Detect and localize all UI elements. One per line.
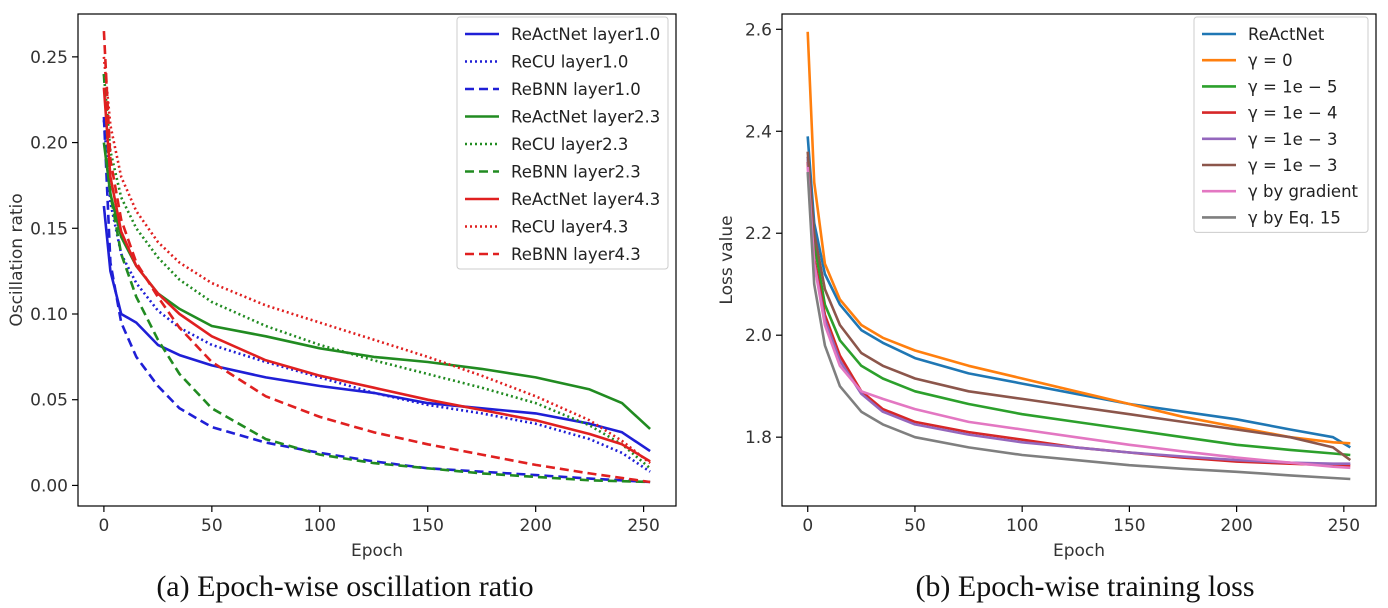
y-tick-label: 2.2 [745,224,772,244]
legend-box [456,16,669,270]
x-axis-label: Epoch [1053,541,1105,561]
plot-area [806,31,1352,481]
series-line-2 [806,156,1351,457]
legend-label: ReCU layer2.3 [511,135,628,154]
legend-label: ReBNN layer2.3 [511,163,641,182]
series-line-8 [102,31,651,484]
y-tick-label: 0.10 [30,305,68,325]
series-line-6 [102,87,651,463]
legend-label: γ by Eq. 15 [1248,208,1341,227]
y-axis-label: Oscillation ratio [7,193,27,326]
legend-label: γ = 0 [1248,51,1293,70]
figure-caption: (b) Epoch-wise training loss [915,570,1254,603]
y-tick-label: 2.4 [745,122,772,142]
x-tick-label: 150 [412,516,444,536]
x-axis-label: Epoch [351,541,403,561]
y-tick-label: 2.0 [745,326,772,346]
y-tick-label: 2.6 [745,20,772,40]
x-tick-label: 50 [201,516,223,536]
x-tick-label: 50 [904,516,926,536]
y-tick-label: 0.05 [30,391,68,411]
y-tick-label: 1.8 [745,428,772,448]
legend-label: ReBNN layer4.3 [511,245,641,264]
axes-frame [77,13,677,507]
x-tick-label: 200 [1220,516,1252,536]
series-line-7 [102,56,651,465]
figure-caption: (a) Epoch-wise oscillation ratio [156,570,533,603]
legend-label: γ = 1e − 3 [1248,130,1338,149]
x-tick-label: 0 [802,516,813,536]
series-line-1 [102,120,651,473]
x-tick-label: 150 [1113,516,1145,536]
series-line-2 [102,116,651,484]
axes-frame [781,13,1377,507]
legend-label: γ = 1e − 4 [1248,104,1338,123]
series-line-0 [102,205,651,453]
legend: ReActNet γ = 0 γ = 1e − 5 γ = 1e − 4 γ = 1e … [1193,16,1369,233]
y-tick-label: 0.15 [30,219,68,239]
y-axis-label: Loss value [717,215,737,304]
legend-label: ReActNet [1248,25,1325,44]
x-tick-label: 100 [1006,516,1038,536]
x-tick-label: 200 [519,516,551,536]
chart-a: 0 50 100 150 200 250 0.00 0.05 0.10 0.15 0.20 0.25 E… [7,13,677,603]
legend-label: γ by gradient [1248,182,1359,201]
y-tick-label: 0.25 [30,48,68,68]
legend-label: γ = 1e − 5 [1248,77,1338,96]
legend-label: ReActNet layer4.3 [511,190,660,209]
x-tick-label: 0 [98,516,109,536]
legend-box [1193,16,1369,233]
legend-label: ReBNN layer1.0 [511,80,641,99]
plot-area [102,31,651,484]
series-line-7 [806,172,1351,481]
legend-label: ReCU layer4.3 [511,218,628,237]
series-line-5 [102,73,651,484]
legend-label: ReCU layer1.0 [511,53,628,72]
series-line-5 [806,151,1352,462]
x-tick-label: 100 [304,516,336,536]
y-tick-label: 0.20 [30,134,68,154]
y-tick-label: 0.00 [30,476,68,496]
x-tick-label: 250 [627,516,659,536]
chart-b: 0 50 100 150 200 250 1.8 2.0 2.2 2.4 2.6 Epoch Loss … [717,13,1377,603]
legend-label: ReActNet layer2.3 [511,108,660,127]
x-tick-label: 250 [1328,516,1360,536]
legend: ReActNet layer1.0 ReCU layer1.0 ReBNN laye… [456,16,669,270]
series-line-0 [806,136,1351,449]
legend-label: γ = 1e − 3 [1248,156,1338,175]
legend-label: ReActNet layer1.0 [511,25,660,44]
series-line-6 [806,166,1351,470]
